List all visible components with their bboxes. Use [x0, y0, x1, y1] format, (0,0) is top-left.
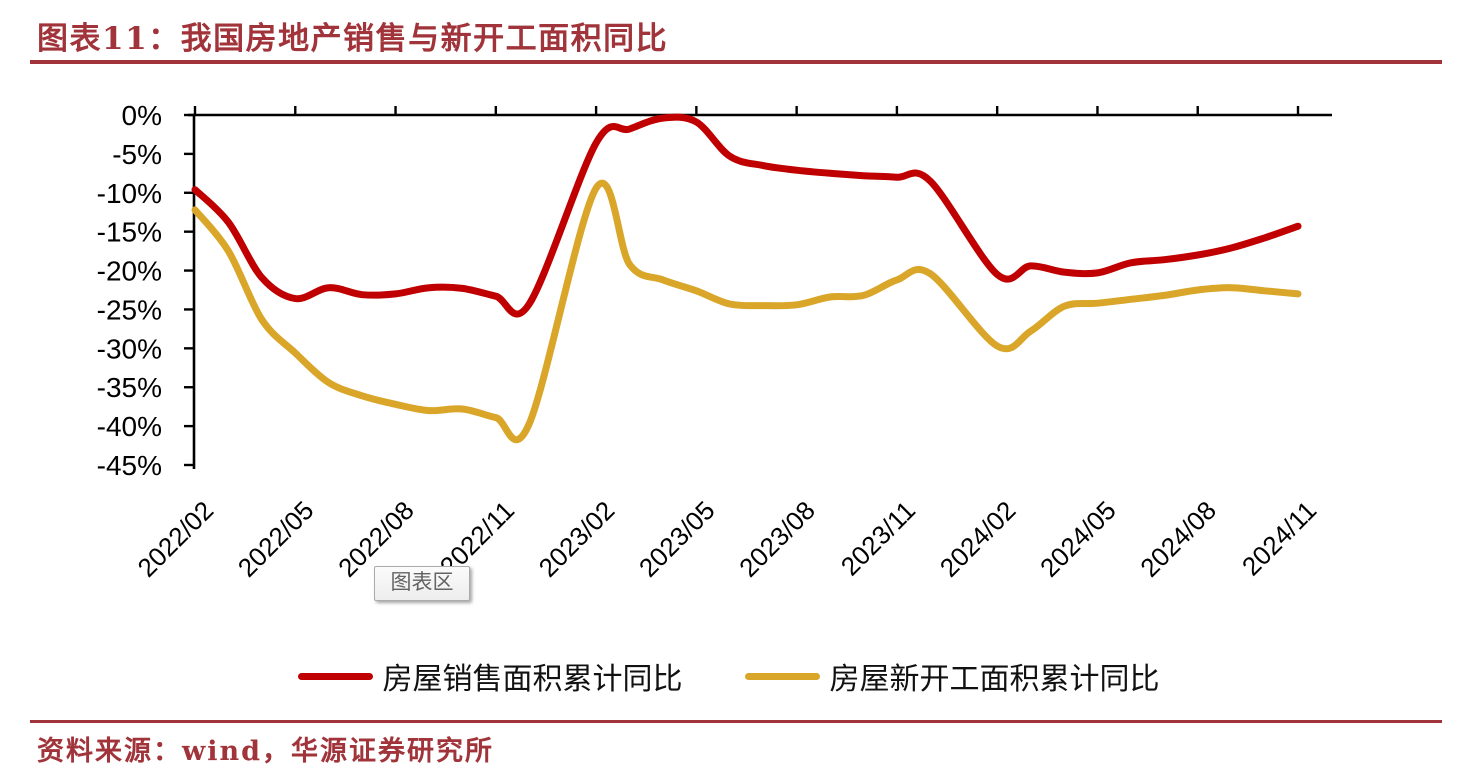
y-tick-label: -30%: [97, 333, 162, 364]
legend-label-new-starts: 房屋新开工面积累计同比: [829, 663, 1160, 696]
legend-swatch-new-starts: [744, 672, 820, 680]
x-tick-label: 2023/02: [533, 495, 621, 583]
series-new-starts-line[interactable]: [191, 179, 1302, 444]
source-note: 资料来源：wind，华源证券研究所: [37, 736, 495, 767]
x-tick-label: 2022/05: [232, 495, 320, 583]
x-tick-label: 2024/05: [1034, 495, 1122, 583]
x-tick-label: 2024/02: [934, 495, 1022, 583]
y-tick-label: -45%: [97, 450, 162, 481]
y-tick-label: -5%: [112, 139, 162, 170]
legend-item-sales[interactable]: 房屋销售面积累计同比: [297, 654, 683, 698]
title-underline: [30, 60, 1442, 64]
line-chart[interactable]: 2022/02 2022/05 2022/08 2022/11 2023/02 2023/…: [0, 0, 1457, 622]
x-tick-label: 2023/05: [633, 495, 721, 583]
x-tick-label: 2023/08: [733, 495, 821, 583]
x-tick-label: 2023/11: [835, 495, 921, 581]
y-tick-label: -15%: [97, 217, 162, 248]
chart-title: 图表11：我国房地产销售与新开工面积同比: [37, 21, 669, 57]
x-tick-label: 2024/08: [1134, 495, 1222, 583]
y-tick-label: -40%: [97, 411, 162, 442]
footer-rule: [30, 720, 1442, 723]
legend: 房屋销售面积累计同比 房屋新开工面积累计同比: [0, 656, 1457, 696]
legend-swatch-sales: [297, 672, 373, 680]
x-tick-label: 2022/02: [132, 495, 220, 583]
y-tick-label: -25%: [97, 294, 162, 325]
series-sales-line[interactable]: [191, 113, 1302, 318]
chart-area-tooltip: 图表区: [374, 566, 470, 601]
y-tick-label: 0%: [122, 100, 162, 131]
legend-item-new-starts[interactable]: 房屋新开工面积累计同比: [744, 654, 1160, 698]
y-tick-label: -35%: [97, 372, 162, 403]
y-tick-label: -20%: [97, 256, 162, 287]
x-tick-label: 2024/11: [1236, 495, 1322, 581]
legend-label-sales: 房屋销售面积累计同比: [382, 663, 683, 696]
y-tick-label: -10%: [97, 178, 162, 209]
